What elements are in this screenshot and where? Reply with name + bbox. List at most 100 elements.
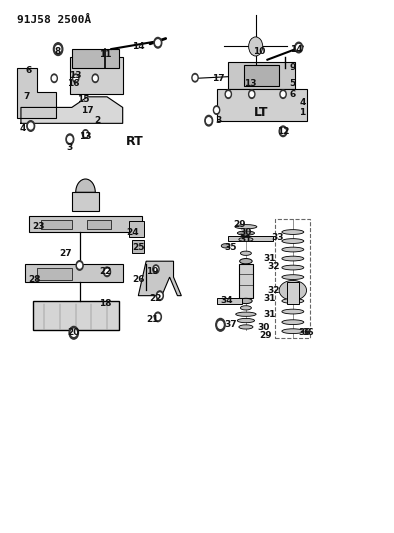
Text: 36: 36 bbox=[303, 328, 314, 337]
Text: 15: 15 bbox=[77, 95, 90, 104]
Ellipse shape bbox=[237, 318, 255, 322]
Circle shape bbox=[93, 76, 97, 80]
Polygon shape bbox=[217, 298, 242, 304]
Circle shape bbox=[82, 130, 89, 138]
Circle shape bbox=[227, 92, 230, 96]
Text: 32: 32 bbox=[267, 286, 279, 295]
Ellipse shape bbox=[282, 298, 304, 303]
Text: 34: 34 bbox=[220, 296, 232, 305]
Circle shape bbox=[92, 74, 98, 83]
Text: 28: 28 bbox=[28, 275, 41, 284]
Text: 10: 10 bbox=[253, 47, 266, 56]
Ellipse shape bbox=[282, 329, 304, 334]
Bar bbox=[244, 65, 279, 86]
Text: 25: 25 bbox=[132, 244, 145, 253]
Bar bbox=[239, 264, 253, 298]
Ellipse shape bbox=[221, 244, 230, 248]
Ellipse shape bbox=[235, 224, 257, 229]
Circle shape bbox=[249, 37, 263, 56]
Text: 12: 12 bbox=[277, 127, 289, 136]
Circle shape bbox=[297, 45, 301, 51]
Circle shape bbox=[156, 291, 164, 301]
Circle shape bbox=[158, 293, 162, 298]
Text: 11: 11 bbox=[99, 50, 112, 59]
Circle shape bbox=[192, 74, 198, 82]
Circle shape bbox=[225, 90, 231, 99]
Text: RT: RT bbox=[126, 135, 143, 148]
Text: 3: 3 bbox=[216, 116, 222, 125]
Text: 27: 27 bbox=[59, 249, 72, 258]
Text: 24: 24 bbox=[126, 228, 139, 237]
Circle shape bbox=[156, 314, 160, 319]
Bar bbox=[37, 268, 72, 280]
Text: 30: 30 bbox=[240, 228, 252, 237]
Ellipse shape bbox=[239, 325, 253, 329]
Bar bbox=[128, 221, 144, 237]
Text: 22: 22 bbox=[99, 268, 112, 276]
Polygon shape bbox=[228, 236, 273, 241]
Text: 4: 4 bbox=[299, 98, 306, 107]
Bar bbox=[275, 219, 310, 338]
Ellipse shape bbox=[282, 239, 304, 244]
Text: 6: 6 bbox=[26, 66, 32, 75]
Polygon shape bbox=[29, 216, 142, 232]
Circle shape bbox=[216, 318, 225, 331]
Text: 31: 31 bbox=[263, 294, 276, 303]
Text: 13: 13 bbox=[69, 71, 82, 80]
Polygon shape bbox=[25, 264, 123, 282]
Circle shape bbox=[69, 326, 78, 339]
Text: 35: 35 bbox=[224, 244, 236, 253]
Text: 91J58 2500Å: 91J58 2500Å bbox=[17, 15, 91, 25]
Text: 21: 21 bbox=[146, 315, 158, 324]
Text: 5: 5 bbox=[290, 79, 296, 88]
Text: 37: 37 bbox=[224, 320, 236, 329]
Circle shape bbox=[193, 75, 197, 80]
Circle shape bbox=[153, 265, 159, 273]
Circle shape bbox=[104, 267, 111, 277]
Text: 22: 22 bbox=[150, 294, 162, 303]
Text: 14: 14 bbox=[290, 45, 303, 54]
Circle shape bbox=[156, 40, 160, 46]
Ellipse shape bbox=[279, 280, 307, 300]
Circle shape bbox=[74, 76, 78, 80]
Polygon shape bbox=[17, 68, 56, 118]
Text: 7: 7 bbox=[24, 92, 30, 101]
Bar bbox=[72, 192, 99, 211]
Circle shape bbox=[205, 115, 213, 126]
Polygon shape bbox=[228, 62, 295, 89]
Text: 31: 31 bbox=[240, 236, 252, 245]
Polygon shape bbox=[70, 57, 123, 94]
Circle shape bbox=[72, 74, 79, 83]
Circle shape bbox=[29, 123, 33, 129]
Bar bbox=[87, 220, 111, 229]
Wedge shape bbox=[76, 179, 95, 192]
Bar bbox=[132, 240, 144, 253]
Text: 3: 3 bbox=[67, 143, 73, 152]
Polygon shape bbox=[72, 49, 119, 68]
Text: 26: 26 bbox=[132, 275, 145, 284]
Ellipse shape bbox=[239, 237, 253, 241]
Circle shape bbox=[51, 74, 58, 83]
Text: 36: 36 bbox=[298, 328, 311, 337]
Ellipse shape bbox=[240, 259, 252, 264]
Circle shape bbox=[295, 42, 303, 53]
Text: 9: 9 bbox=[290, 63, 296, 72]
Circle shape bbox=[154, 312, 162, 321]
Ellipse shape bbox=[282, 320, 304, 325]
Text: 13: 13 bbox=[243, 79, 256, 88]
Text: LT: LT bbox=[254, 106, 269, 119]
Circle shape bbox=[71, 329, 76, 336]
Ellipse shape bbox=[282, 265, 304, 270]
Circle shape bbox=[54, 43, 63, 55]
Ellipse shape bbox=[282, 247, 304, 252]
Ellipse shape bbox=[282, 274, 304, 279]
Circle shape bbox=[214, 106, 220, 114]
Ellipse shape bbox=[237, 231, 255, 235]
Text: 33: 33 bbox=[271, 233, 283, 242]
Circle shape bbox=[206, 118, 211, 124]
Text: 17: 17 bbox=[81, 106, 94, 115]
Text: 31: 31 bbox=[263, 254, 276, 263]
Text: 1: 1 bbox=[299, 108, 306, 117]
Polygon shape bbox=[138, 261, 181, 296]
Text: 29: 29 bbox=[259, 331, 272, 340]
